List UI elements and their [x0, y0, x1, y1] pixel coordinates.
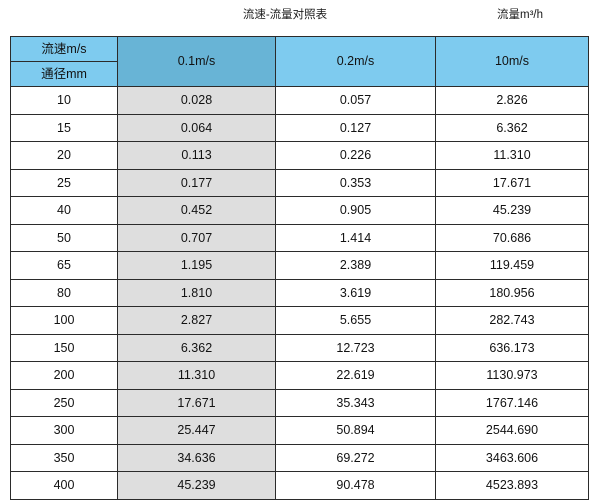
cell-value-2: 1767.146 [435, 388, 589, 417]
cell-value-0: 0.707 [117, 223, 276, 252]
cell-value-2: 180.956 [435, 278, 589, 307]
flow-unit-label: 流量m³/h [497, 9, 543, 21]
cell-value-0: 34.636 [117, 443, 276, 472]
cell-value-1: 0.127 [275, 113, 436, 142]
table-row: 350 34.636 69.272 3463.606 [10, 443, 589, 472]
cell-value-2: 1130.973 [435, 361, 589, 390]
cell-value-2: 4523.893 [435, 471, 589, 500]
cell-value-2: 17.671 [435, 168, 589, 197]
cell-value-0: 2.827 [117, 306, 276, 335]
table-row: 50 0.707 1.414 70.686 [10, 223, 589, 252]
cell-value-1: 0.057 [275, 86, 436, 115]
corner-header-velocity-label: 流速m/s [10, 36, 118, 62]
cell-dn: 10 [10, 86, 118, 115]
table-body: 10 0.028 0.057 2.826 15 0.064 0.127 6.36… [10, 86, 589, 500]
cell-dn: 25 [10, 168, 118, 197]
flow-rate-table: 流速m/s 0.1m/s 0.2m/s 10m/s 通径mm 10 0.028 … [10, 36, 589, 500]
table-row: 200 11.310 22.619 1130.973 [10, 361, 589, 390]
cell-value-0: 0.113 [117, 141, 276, 170]
cell-value-1: 0.353 [275, 168, 436, 197]
cell-value-2: 119.459 [435, 251, 589, 280]
cell-value-2: 2544.690 [435, 416, 589, 445]
column-header-0: 0.1m/s [117, 36, 276, 87]
cell-value-2: 282.743 [435, 306, 589, 335]
cell-value-2: 45.239 [435, 196, 589, 225]
cell-dn: 100 [10, 306, 118, 335]
table-row: 65 1.195 2.389 119.459 [10, 251, 589, 280]
cell-value-1: 22.619 [275, 361, 436, 390]
table-row: 15 0.064 0.127 6.362 [10, 113, 589, 142]
cell-dn: 65 [10, 251, 118, 280]
cell-value-1: 50.894 [275, 416, 436, 445]
table-row: 100 2.827 5.655 282.743 [10, 306, 589, 335]
cell-value-1: 35.343 [275, 388, 436, 417]
cell-value-2: 3463.606 [435, 443, 589, 472]
table-row: 20 0.113 0.226 11.310 [10, 141, 589, 170]
cell-dn: 200 [10, 361, 118, 390]
cell-dn: 350 [10, 443, 118, 472]
caption-row: 流速-流量对照表 流量m³/h [0, 0, 600, 36]
column-header-1: 0.2m/s [275, 36, 436, 87]
page-title: 流速-流量对照表 [242, 9, 328, 21]
table-row: 250 17.671 35.343 1767.146 [10, 388, 589, 417]
cell-value-0: 11.310 [117, 361, 276, 390]
cell-dn: 20 [10, 141, 118, 170]
table-row: 40 0.452 0.905 45.239 [10, 196, 589, 225]
corner-header-diameter-label: 通径mm [10, 61, 118, 87]
cell-value-1: 90.478 [275, 471, 436, 500]
cell-value-1: 0.226 [275, 141, 436, 170]
cell-value-1: 5.655 [275, 306, 436, 335]
cell-dn: 400 [10, 471, 118, 500]
cell-dn: 40 [10, 196, 118, 225]
cell-value-0: 17.671 [117, 388, 276, 417]
column-header-2: 10m/s [435, 36, 589, 87]
cell-value-0: 0.452 [117, 196, 276, 225]
cell-value-1: 1.414 [275, 223, 436, 252]
table-head: 流速m/s 0.1m/s 0.2m/s 10m/s 通径mm [10, 36, 589, 87]
table-row: 10 0.028 0.057 2.826 [10, 86, 589, 115]
table-row: 150 6.362 12.723 636.173 [10, 333, 589, 362]
table-row: 300 25.447 50.894 2544.690 [10, 416, 589, 445]
cell-dn: 50 [10, 223, 118, 252]
cell-value-0: 0.028 [117, 86, 276, 115]
header-row-top: 流速m/s 0.1m/s 0.2m/s 10m/s [10, 36, 589, 87]
cell-value-2: 6.362 [435, 113, 589, 142]
table-row: 25 0.177 0.353 17.671 [10, 168, 589, 197]
cell-value-2: 636.173 [435, 333, 589, 362]
table-row: 400 45.239 90.478 4523.893 [10, 471, 589, 500]
cell-value-0: 0.064 [117, 113, 276, 142]
cell-value-1: 3.619 [275, 278, 436, 307]
cell-value-1: 2.389 [275, 251, 436, 280]
cell-value-0: 25.447 [117, 416, 276, 445]
cell-dn: 300 [10, 416, 118, 445]
cell-value-1: 69.272 [275, 443, 436, 472]
cell-value-0: 1.195 [117, 251, 276, 280]
cell-dn: 250 [10, 388, 118, 417]
cell-value-1: 0.905 [275, 196, 436, 225]
cell-value-0: 1.810 [117, 278, 276, 307]
cell-value-0: 6.362 [117, 333, 276, 362]
cell-dn: 80 [10, 278, 118, 307]
cell-value-1: 12.723 [275, 333, 436, 362]
cell-value-2: 2.826 [435, 86, 589, 115]
cell-value-0: 45.239 [117, 471, 276, 500]
flow-table-wrapper: 流速m/s 0.1m/s 0.2m/s 10m/s 通径mm 10 0.028 … [10, 36, 589, 500]
cell-value-0: 0.177 [117, 168, 276, 197]
cell-dn: 150 [10, 333, 118, 362]
cell-value-2: 70.686 [435, 223, 589, 252]
header-row-bottom: 通径mm [10, 61, 589, 87]
cell-value-2: 11.310 [435, 141, 589, 170]
table-row: 80 1.810 3.619 180.956 [10, 278, 589, 307]
cell-dn: 15 [10, 113, 118, 142]
